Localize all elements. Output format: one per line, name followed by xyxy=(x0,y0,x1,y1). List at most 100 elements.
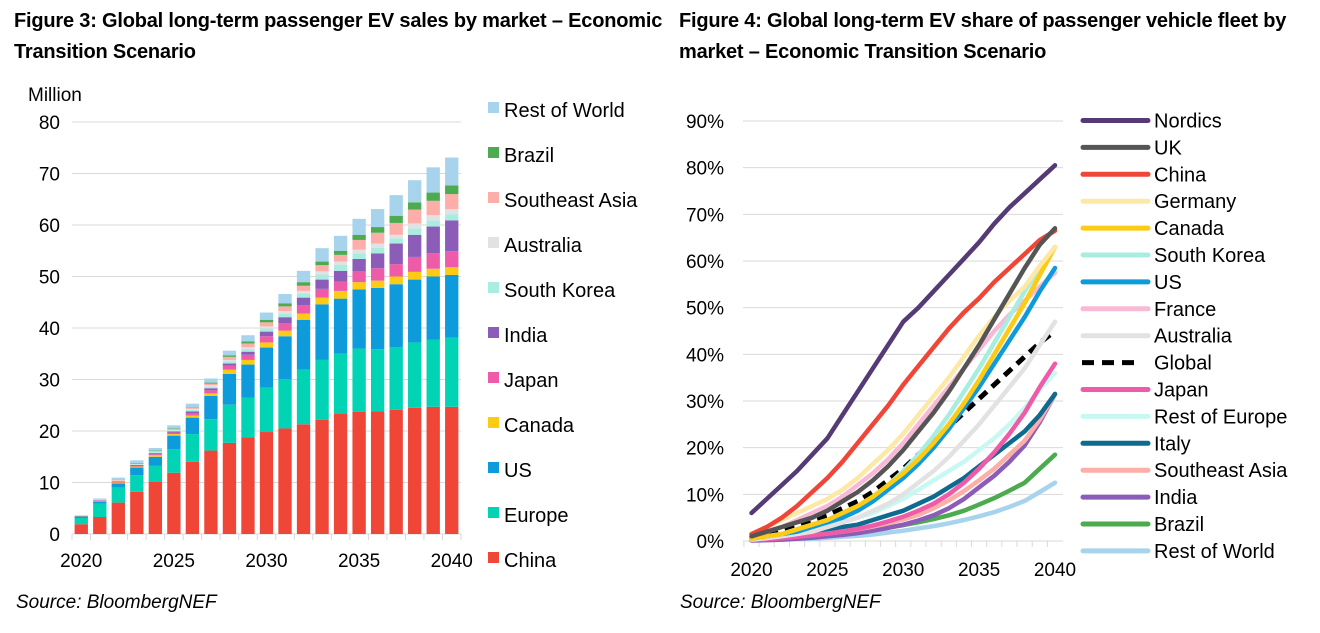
bar-stack-2028 xyxy=(222,350,237,534)
legend-item-nordics: Nordics xyxy=(1080,111,1222,133)
x-tick-label: 2020 xyxy=(730,560,772,581)
bar-segment-canada xyxy=(204,393,218,396)
bar-segment-china xyxy=(74,524,88,534)
bar-segment-china xyxy=(93,517,107,534)
bar-segment-south-korea xyxy=(167,430,181,432)
bar-segment-india xyxy=(315,279,329,289)
bar-segment-us xyxy=(93,501,107,504)
bar-segment-japan xyxy=(389,264,403,277)
bar-segment-europe xyxy=(315,359,329,420)
bar-segment-south-korea xyxy=(445,214,459,221)
y-tick-label: 50 xyxy=(39,268,60,289)
bar-segment-brazil xyxy=(333,250,348,255)
legend-swatch xyxy=(488,552,499,563)
legend-label: South Korea xyxy=(1154,245,1266,267)
legend-item-uk: UK xyxy=(1080,137,1182,159)
bar-segment-australia xyxy=(370,243,385,248)
x-tick-label: 2020 xyxy=(60,551,102,572)
legend-item-germany: Germany xyxy=(1080,191,1236,213)
bar-stack-2040 xyxy=(445,157,459,534)
bar-segment-europe xyxy=(352,348,366,412)
legend-item-australia: Australia xyxy=(1080,326,1233,348)
y-tick-label: 60 xyxy=(39,216,60,237)
bar-segment-southeast-asia xyxy=(204,383,218,386)
y-tick-label: 90% xyxy=(686,112,724,133)
bar-segment-south-korea xyxy=(148,452,163,454)
bar-segment-southeast-asia xyxy=(259,322,274,327)
legend-item-china: China xyxy=(1080,164,1207,186)
bar-segment-rest-of-world xyxy=(445,157,459,186)
bar-segment-brazil xyxy=(241,341,255,344)
legend-item-canada: Canada xyxy=(488,415,575,437)
y-tick-label: 40 xyxy=(39,319,60,340)
bar-segment-south-korea xyxy=(130,464,144,465)
bar-segment-china xyxy=(370,411,385,534)
bar-segment-india xyxy=(408,234,422,257)
bar-segment-brazil xyxy=(352,234,366,240)
legend-label: Canada xyxy=(504,415,575,437)
bar-segment-south-korea xyxy=(278,313,292,318)
legend-item-europe: Europe xyxy=(488,505,569,527)
y-tick-label: 50% xyxy=(686,299,724,320)
legend-swatch xyxy=(488,102,499,113)
bar-segment-rest-of-world xyxy=(148,447,163,451)
bar-segment-china xyxy=(278,428,292,534)
legend-swatch xyxy=(488,147,499,158)
bar-segment-japan xyxy=(204,390,218,394)
bar-segment-india xyxy=(204,388,218,391)
legend-item-china: China xyxy=(488,550,557,572)
bar-segment-canada xyxy=(333,290,348,299)
legend-item-south-korea: South Korea xyxy=(488,280,616,302)
line-series-us xyxy=(749,265,1058,541)
bar-segment-canada xyxy=(167,434,181,436)
bar-segment-us xyxy=(185,417,200,435)
bar-segment-india xyxy=(389,243,403,265)
bar-segment-canada xyxy=(370,280,385,288)
bar-segment-china xyxy=(296,424,311,534)
bar-segment-japan xyxy=(370,268,385,281)
bar-segment-south-korea xyxy=(389,238,403,244)
y-tick-label: 80 xyxy=(39,113,60,134)
bar-segment-canada xyxy=(408,271,422,280)
bar-segment-australia xyxy=(259,326,274,329)
bar-segment-japan xyxy=(111,481,125,483)
bar-segment-india xyxy=(426,226,440,254)
bar-segment-japan xyxy=(93,500,107,502)
legend-item-japan: Japan xyxy=(1080,380,1209,402)
y-tick-label: 20% xyxy=(686,439,724,460)
bar-segment-europe xyxy=(296,369,311,425)
bar-segment-us xyxy=(130,467,144,476)
bar-segment-south-korea xyxy=(222,361,237,364)
bar-segment-australia xyxy=(445,209,459,215)
legend-label: Australia xyxy=(504,235,583,257)
bar-segment-japan xyxy=(278,323,292,331)
bar-segment-us xyxy=(222,373,237,405)
bar-segment-japan xyxy=(185,412,200,416)
legend-item-india: India xyxy=(1080,487,1198,509)
legend-label: India xyxy=(504,325,548,347)
bar-stack-2024 xyxy=(148,447,163,534)
bar-segment-brazil xyxy=(370,227,385,233)
bar-segment-china xyxy=(352,411,366,534)
bar-segment-japan xyxy=(259,336,274,343)
bar-segment-rest-of-world xyxy=(259,312,274,320)
bar-segment-canada xyxy=(389,276,403,285)
bar-segment-europe xyxy=(222,404,237,443)
bar-segment-brazil xyxy=(130,462,144,464)
bar-segment-southeast-asia xyxy=(130,463,144,464)
legend-label: China xyxy=(1154,164,1207,186)
bar-segment-us xyxy=(389,284,403,348)
legend-label: Rest of World xyxy=(1154,541,1275,563)
bar-segment-brazil xyxy=(296,282,311,286)
figure-3-source: Source: BloombergNEF xyxy=(16,592,217,613)
bar-segment-rest-of-world xyxy=(352,218,366,235)
legend-item-brazil: Brazil xyxy=(488,145,554,167)
bar-segment-canada xyxy=(130,466,144,468)
bar-segment-south-korea xyxy=(204,386,218,389)
bar-segment-brazil xyxy=(167,428,181,429)
bar-segment-australia xyxy=(389,234,403,239)
bar-segment-brazil xyxy=(315,261,329,266)
legend-swatch xyxy=(488,462,499,473)
bar-segment-india xyxy=(296,297,311,306)
